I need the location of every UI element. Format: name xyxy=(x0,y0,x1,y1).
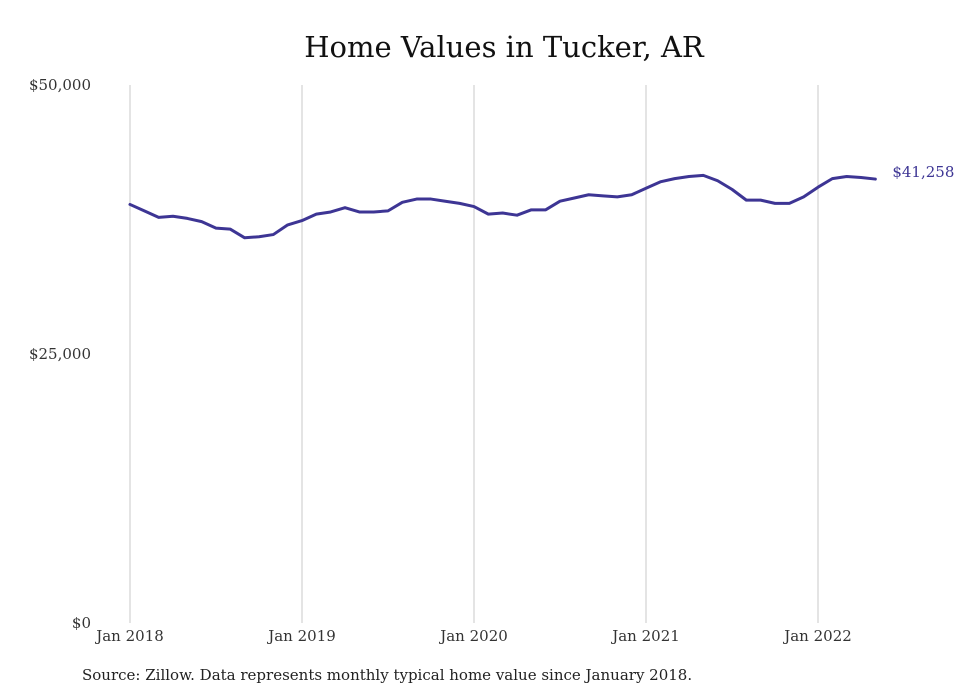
chart-title: Home Values in Tucker, AR xyxy=(304,30,704,64)
y-tick-label: $25,000 xyxy=(29,345,91,363)
x-tick-label: Jan 2022 xyxy=(782,627,852,645)
source-note: Source: Zillow. Data represents monthly … xyxy=(82,666,693,684)
series-line-home-value xyxy=(128,173,877,240)
gridlines xyxy=(129,85,819,623)
y-tick-label: $0 xyxy=(72,614,91,632)
x-tick-label: Jan 2019 xyxy=(266,627,336,645)
axis-labels: Jan 2018 Jan 2019 Jan 2020 Jan 2021 Jan 2022… xyxy=(29,76,852,645)
end-value-label: $41,258 xyxy=(892,163,954,181)
x-tick-label: Jan 2020 xyxy=(438,627,508,645)
x-tick-label: Jan 2018 xyxy=(94,627,164,645)
y-tick-label: $50,000 xyxy=(29,76,91,94)
x-tick-label: Jan 2021 xyxy=(610,627,680,645)
